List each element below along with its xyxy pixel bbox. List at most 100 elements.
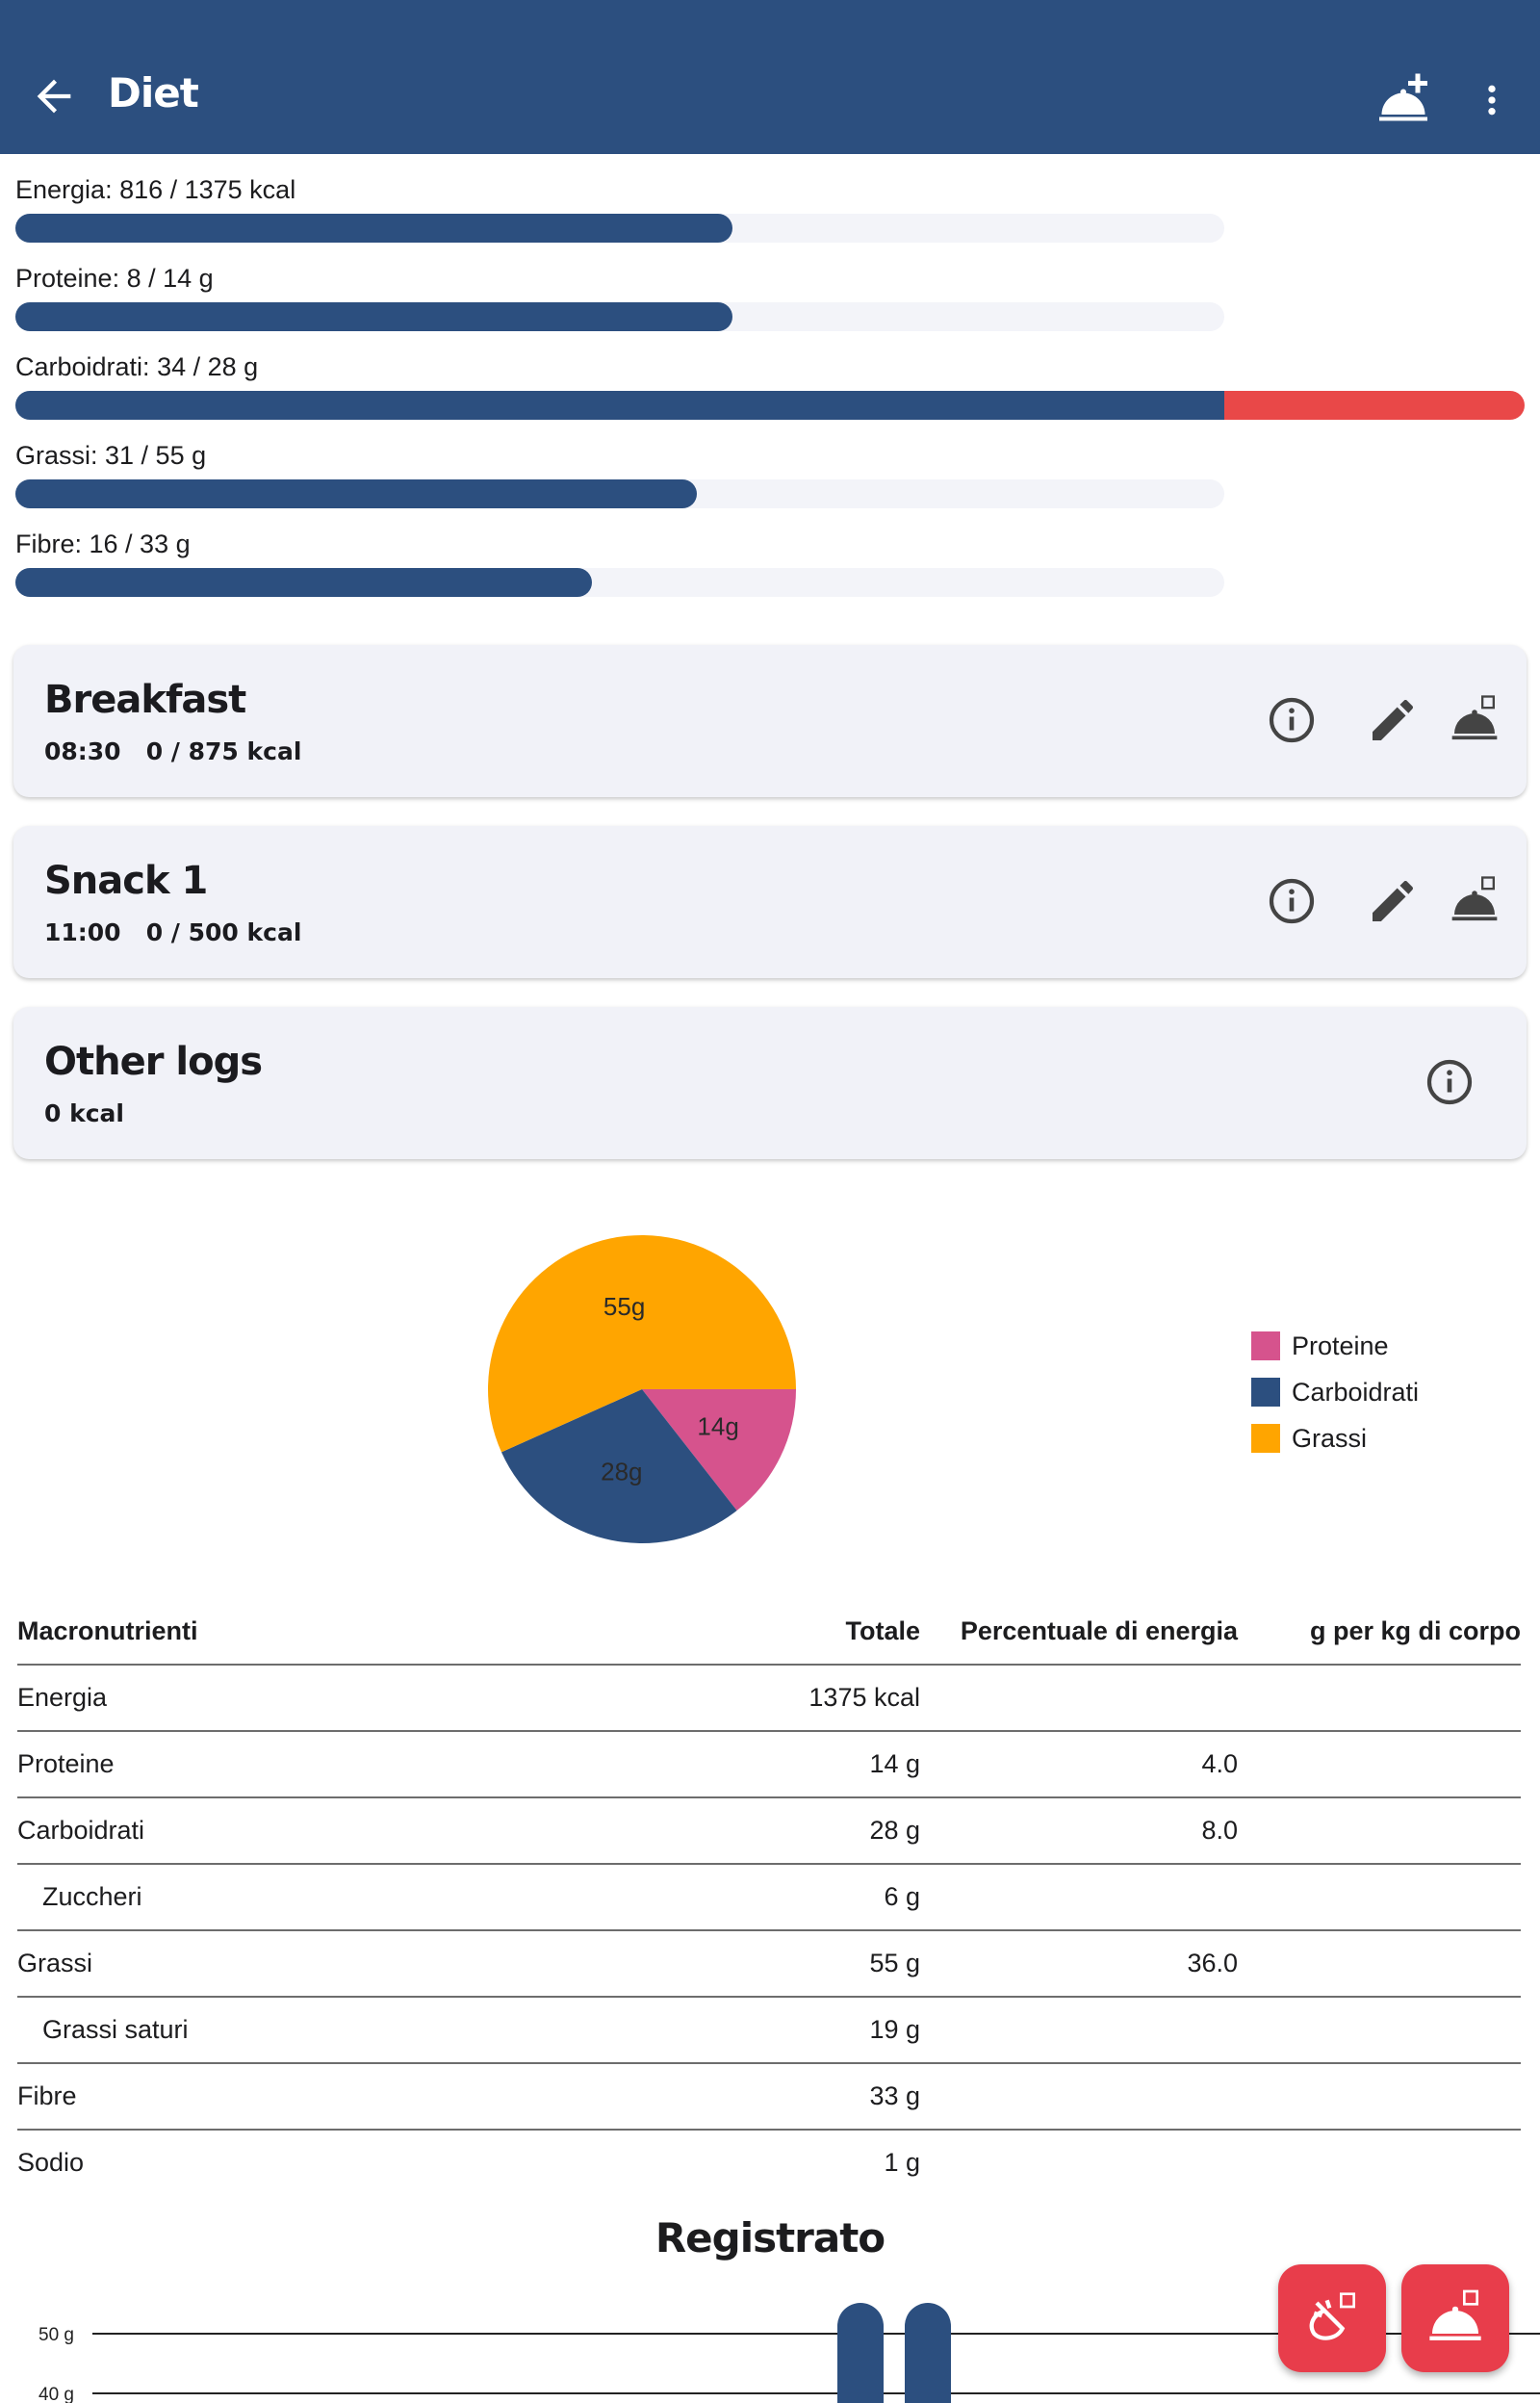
goal-label: Grassi: 31 / 55 g [15, 441, 207, 470]
goal-label: Fibre: 16 / 33 g [15, 530, 191, 558]
goal-progress: Energia: 816 / 1375 kcal [15, 173, 1527, 243]
legend-item: Carboidrati [1251, 1369, 1419, 1415]
arrow-left-icon[interactable] [29, 71, 79, 121]
table-row: Carboidrati 28 g 8.0 [17, 1797, 1521, 1865]
table-cell-total: 55 g [556, 1930, 920, 1998]
pie-slice-proteine [642, 1389, 796, 1512]
legend-label: Carboidrati [1292, 1377, 1420, 1407]
table-row: Sodio 1 g [17, 2130, 1521, 2195]
info-icon[interactable] [1265, 874, 1319, 928]
legend-swatch [1251, 1331, 1280, 1360]
table-cell-gkg [1238, 2130, 1521, 2195]
log-meal-icon[interactable] [1448, 693, 1502, 747]
info-icon[interactable] [1265, 693, 1319, 747]
info-icon[interactable] [1423, 1055, 1476, 1109]
meal-name: Snack 1 [44, 859, 208, 903]
edit-icon[interactable] [1366, 874, 1420, 928]
table-cell-name: Energia [17, 1665, 556, 1732]
table-cell-pct [920, 2130, 1238, 2195]
table-cell-gkg [1238, 1731, 1521, 1798]
pie-slice-label: 28g [601, 1457, 642, 1486]
table-row: Energia 1375 kcal [17, 1665, 1521, 1732]
goal-bar-fill [15, 214, 732, 243]
table-cell-pct [920, 2063, 1238, 2131]
table-cell-gkg [1238, 1665, 1521, 1732]
goal-label: Energia: 816 / 1375 kcal [15, 175, 296, 204]
y-tick-label: 40 g [38, 2385, 74, 2403]
legend-swatch [1251, 1424, 1280, 1453]
page-title: Diet [108, 69, 199, 116]
goal-bar-overflow [1224, 391, 1525, 420]
goal-label: Proteine: 8 / 14 g [15, 264, 214, 293]
table-row: Proteine 14 g 4.0 [17, 1731, 1521, 1798]
pie-slice-carboidrati [500, 1389, 737, 1543]
table-header: g per kg di corpo [1238, 1598, 1521, 1666]
log-meal-icon [1429, 2289, 1481, 2340]
table-cell-total: 28 g [556, 1797, 920, 1865]
other-logs-kcal: 0 kcal [44, 1099, 124, 1127]
table-cell-name: Grassi [17, 1930, 556, 1998]
pie-slice-label: 55g [603, 1292, 645, 1321]
goal-progress: Proteine: 8 / 14 g [15, 262, 1527, 331]
table-header: Totale [556, 1598, 920, 1666]
edit-icon[interactable] [1366, 693, 1420, 747]
legend-swatch [1251, 1378, 1280, 1407]
table-cell-total: 1 g [884, 2148, 920, 2177]
table-cell-pct [920, 1997, 1238, 2064]
pie-legend: Proteine Carboidrati Grassi [1251, 1323, 1419, 1461]
meal-name: Breakfast [44, 678, 246, 722]
table-cell-pct: 4.0 [920, 1731, 1238, 1798]
goal-bar-fill [15, 479, 698, 508]
meal-card-snack-1[interactable]: Snack 1 11:00 0 / 500 kcal [13, 826, 1527, 978]
table-cell-name: Zuccheri [17, 1864, 556, 1931]
goal-label: Carboidrati: 34 / 28 g [15, 352, 259, 381]
more-vert-icon[interactable] [1473, 75, 1511, 125]
table-header: Macronutrienti [17, 1598, 556, 1666]
table-row: Zuccheri 6 g [17, 1864, 1521, 1931]
log-meal-button[interactable] [1401, 2264, 1509, 2372]
goal-progress: Grassi: 31 / 55 g [15, 439, 1527, 508]
goal-bar-fill [15, 302, 732, 331]
logged-bar-chart: 50 g 40 g [38, 2303, 1540, 2403]
table-cell-gkg [1238, 1797, 1521, 1865]
goal-bar-track [15, 568, 1224, 597]
other-logs-card[interactable]: Other logs 0 kcal [13, 1007, 1527, 1159]
table-cell-pct [920, 1665, 1238, 1732]
table-row: Fibre 33 g [17, 2063, 1521, 2131]
table-cell-total: 1375 kcal [556, 1665, 920, 1732]
add-meal-icon[interactable] [1374, 71, 1432, 129]
app-bar: Diet [0, 0, 1540, 154]
macro-pie-chart: 14g 28g 55g [488, 1235, 796, 1543]
table-header: Percentuale di energia [920, 1598, 1238, 1666]
table-cell-total: 6 g [556, 1864, 920, 1931]
goal-bar-track [15, 302, 1224, 331]
table-cell-pct: 36.0 [920, 1930, 1238, 1998]
legend-item: Grassi [1251, 1415, 1419, 1461]
table-cell-gkg [1238, 1930, 1521, 1998]
goal-bar-track [15, 391, 1525, 420]
logged-chart-title: Registrato [654, 2214, 886, 2261]
table-cell-pct: 8.0 [920, 1797, 1238, 1865]
table-cell-gkg [1238, 2063, 1521, 2131]
meal-details: 08:30 0 / 875 kcal [44, 737, 302, 765]
table-cell-gkg [1238, 1864, 1521, 1931]
pie-slice-grassi [488, 1235, 796, 1453]
table-cell-name: Proteine [17, 1731, 556, 1798]
table-cell-name: Grassi saturi [17, 1997, 556, 2064]
goal-bar-track [15, 214, 1224, 243]
table-header-row: Macronutrienti Totale Percentuale di ene… [17, 1598, 1521, 1666]
table-row: Grassi saturi 19 g [17, 1997, 1521, 2064]
meal-card-breakfast[interactable]: Breakfast 08:30 0 / 875 kcal [13, 645, 1527, 797]
legend-label: Grassi [1292, 1423, 1368, 1453]
table-cell-total: 14 g [556, 1731, 920, 1798]
y-tick-label: 50 g [38, 2325, 74, 2345]
log-meal-icon[interactable] [1448, 874, 1502, 928]
log-ingredient-button[interactable] [1278, 2264, 1386, 2372]
log-ingredient-icon [1309, 2292, 1355, 2340]
table-cell-name: Carboidrati [17, 1797, 556, 1865]
table-cell-total: 19 g [556, 1997, 920, 2064]
table-cell-name: Fibre [17, 2063, 556, 2131]
goal-progress: Fibre: 16 / 33 g [15, 528, 1527, 597]
legend-label: Proteine [1292, 1331, 1389, 1360]
other-logs-title: Other logs [44, 1040, 263, 1084]
